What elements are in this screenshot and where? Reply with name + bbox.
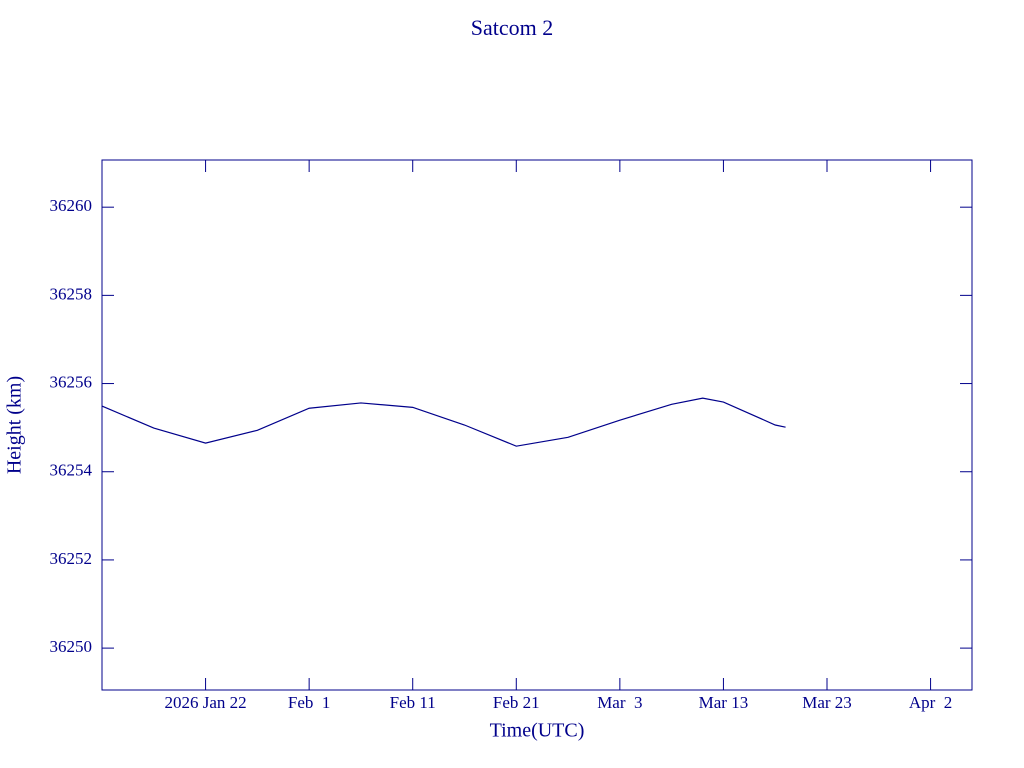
x-tick-label: Apr 2 xyxy=(909,693,952,712)
x-axis-label: Time(UTC) xyxy=(490,720,585,742)
y-tick-label: 36260 xyxy=(50,196,93,215)
x-tick-label: 2026 Jan 22 xyxy=(164,693,246,712)
x-tick-label: Feb 11 xyxy=(390,693,436,712)
x-tick-label: Mar 23 xyxy=(802,693,852,712)
y-tick-label: 36254 xyxy=(50,461,93,480)
data-line xyxy=(101,397,786,447)
y-tick-label: 36258 xyxy=(50,284,93,303)
y-axis-label: Height (km) xyxy=(4,376,26,474)
y-tick-label: 36256 xyxy=(50,372,93,391)
y-tick-label: 36252 xyxy=(50,549,93,568)
x-tick-label: Mar 13 xyxy=(699,693,749,712)
x-tick-label: Feb 1 xyxy=(288,693,331,712)
x-tick-label: Mar 3 xyxy=(597,693,642,712)
x-tick-label: Feb 21 xyxy=(493,693,540,712)
chart-title: Satcom 2 xyxy=(471,15,554,40)
y-tick-label: 36250 xyxy=(50,637,93,656)
plot-frame xyxy=(101,159,973,691)
